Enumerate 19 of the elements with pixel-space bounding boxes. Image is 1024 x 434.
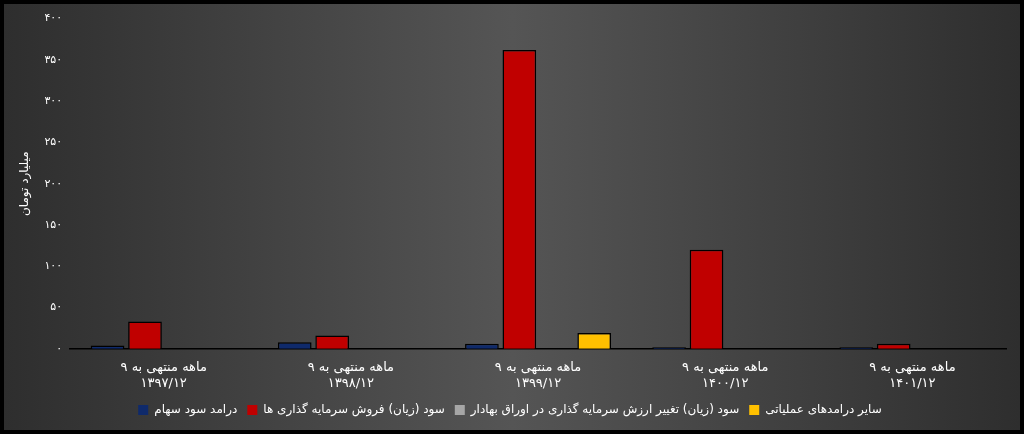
- x-tick-label: ۹ ماهه منتهی به ۱۳۹۸/۱۲: [307, 358, 395, 390]
- y-tick-label: ۱۰۰: [44, 259, 63, 273]
- y-tick-label: ۵۰: [50, 300, 63, 314]
- x-tick-label: ۹ ماهه منتهی به ۱۳۹۷/۱۲: [120, 358, 207, 390]
- x-tick-label: ۹ ماهه منتهی به ۱۴۰۰/۱۲: [682, 358, 769, 390]
- x-tick-label: ۹ ماهه منتهی به ۱۳۹۹/۱۲: [494, 358, 582, 390]
- y-tick-label: ۲۵۰: [44, 135, 63, 149]
- x-tick-label: ۹ ماهه منتهی به ۱۴۰۱/۱۲: [869, 358, 956, 390]
- legend-label: سود (زیان) فروش سرمایه گذاری ها: [263, 402, 445, 418]
- y-tick-label: ۰: [56, 341, 63, 355]
- y-tick-label: ۲۰۰: [44, 176, 63, 190]
- y-tick-label: ۴۰۰: [44, 11, 63, 25]
- y-tick-label: ۳۵۰: [44, 52, 63, 66]
- y-tick-label: ۱۵۰: [44, 217, 63, 231]
- y-tick-label: ۳۰۰: [44, 94, 63, 108]
- legend-label: درامد سود سهام: [154, 402, 238, 418]
- y-axis-title: میلیارد تومان: [17, 151, 33, 217]
- legend-label: سایر درامدهای عملیاتی: [765, 402, 882, 418]
- legend-label: سود (زیان) تغییر ارزش سرمایه گذاری در اوراق بهادار: [469, 402, 740, 418]
